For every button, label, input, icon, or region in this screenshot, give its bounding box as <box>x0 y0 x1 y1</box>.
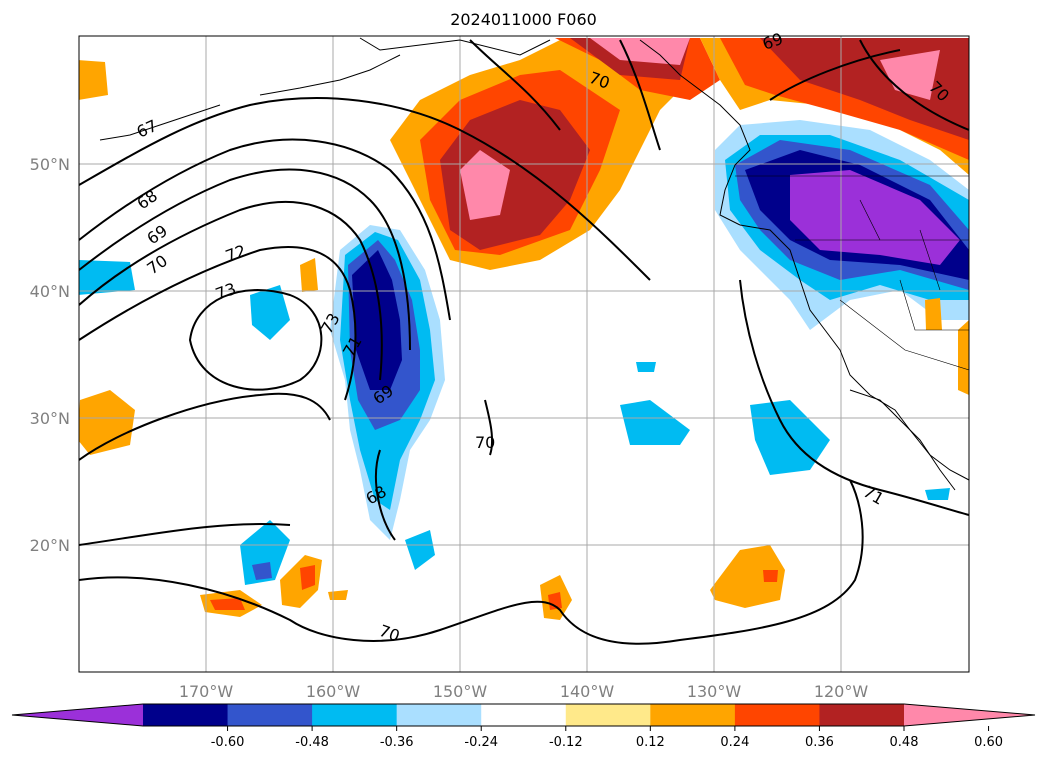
lat-label: 40°N <box>30 282 70 301</box>
colorbar-tick-label: -0.24 <box>464 735 498 750</box>
colorbar-bin <box>481 704 567 726</box>
colorbar-extend-min <box>12 704 143 726</box>
colorbar-bin <box>565 704 651 726</box>
colorbar-bin <box>734 704 820 726</box>
colorbar-bin <box>143 704 229 726</box>
colorbar-bin <box>396 704 482 726</box>
latitude-labels: 50°N 40°N 30°N 20°N <box>30 155 70 555</box>
longitude-labels: 170°W 160°W 150°W 140°W 130°W 120°W <box>179 682 869 701</box>
colorbar-bin <box>312 704 398 726</box>
colorbar-tick-label: -0.36 <box>380 735 414 750</box>
colorbar-tick-label: -0.12 <box>549 735 583 750</box>
colorbar-tick-label: 0.36 <box>805 735 834 750</box>
colorbar-bin <box>819 704 905 726</box>
colorbar-outline <box>11 703 1036 727</box>
lon-label: 130°W <box>687 682 742 701</box>
lon-label: 120°W <box>814 682 869 701</box>
colorbar <box>11 703 1036 727</box>
plot-frame <box>78 35 970 673</box>
colorbar-extend-max <box>904 704 1035 726</box>
colorbar-tick-label: 0.60 <box>974 735 1003 750</box>
contours <box>79 39 969 645</box>
lat-label: 20°N <box>30 536 70 555</box>
colorbar-tick-label: -0.48 <box>295 735 329 750</box>
lon-label: 140°W <box>560 682 615 701</box>
map-title: 2024011000 F060 <box>450 10 597 29</box>
colorbar-ticks: -0.60 -0.48 -0.36 -0.24 -0.12 0.12 0.24 0.36 0.4… <box>211 726 1003 750</box>
borders <box>735 175 969 371</box>
coastlines <box>99 37 969 491</box>
gridlines <box>79 36 969 672</box>
lat-label: 50°N <box>30 155 70 174</box>
colorbar-tick-label: -0.60 <box>211 735 245 750</box>
contour-label: 70 <box>475 433 495 452</box>
shaded-field-positive-north <box>390 38 969 270</box>
lat-label: 30°N <box>30 409 70 428</box>
colorbar-tick-label: 0.12 <box>636 735 665 750</box>
colorbar-tick-label: 0.24 <box>720 735 749 750</box>
lon-label: 160°W <box>306 682 361 701</box>
lon-label: 150°W <box>433 682 488 701</box>
lon-label: 170°W <box>179 682 234 701</box>
colorbar-tick-label: 0.48 <box>890 735 919 750</box>
colorbar-bin <box>227 704 313 726</box>
shaded-field-positive-south <box>79 60 969 620</box>
colorbar-bin <box>650 704 736 726</box>
